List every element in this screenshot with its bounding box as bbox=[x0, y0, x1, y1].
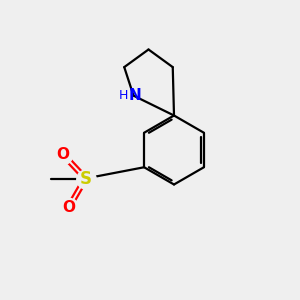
Text: S: S bbox=[80, 169, 92, 188]
Text: N: N bbox=[129, 88, 141, 103]
Text: O: O bbox=[62, 200, 76, 214]
Text: O: O bbox=[56, 147, 70, 162]
Text: H: H bbox=[119, 89, 129, 102]
